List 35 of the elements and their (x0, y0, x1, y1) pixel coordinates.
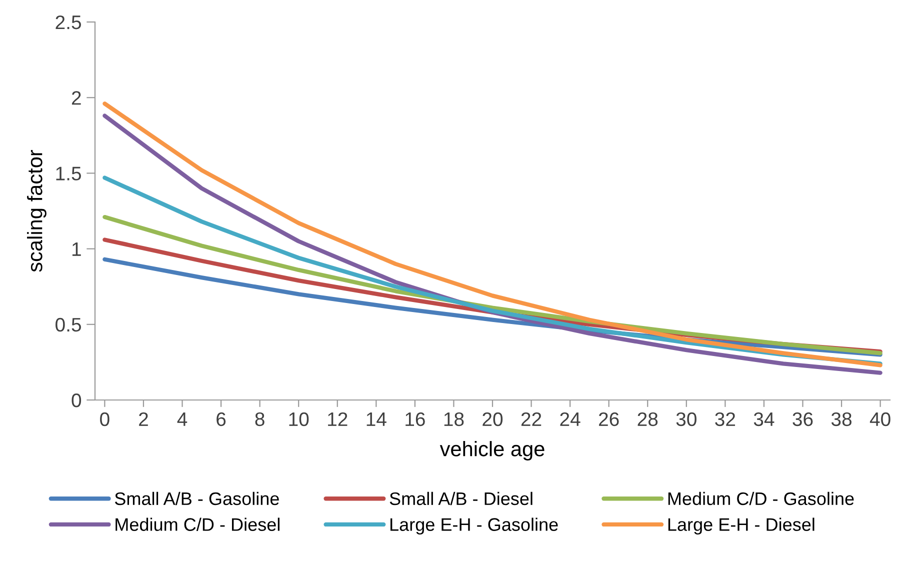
legend-label: Small A/B - Diesel (390, 492, 532, 506)
y-tick-label: 1.5 (56, 166, 81, 180)
x-tick-label: 12 (328, 412, 348, 426)
y-tick-label: 1 (72, 242, 81, 256)
x-tick-label: 2 (139, 412, 148, 426)
x-tick-label: 40 (870, 412, 890, 426)
y-tick-label: 2 (72, 91, 81, 105)
y-tick-label: 0.5 (56, 318, 81, 332)
legend-label: Large E-H - Gasoline (390, 518, 558, 535)
x-tick-label: 22 (521, 412, 542, 426)
x-tick-label: 26 (599, 412, 619, 426)
x-tick-label: 30 (676, 412, 696, 426)
x-tick-label: 10 (289, 412, 309, 426)
x-axis-title: vehicle age (440, 441, 544, 460)
legend-label: Medium C/D - Diesel (116, 518, 280, 531)
x-tick-label: 28 (638, 412, 658, 426)
legend-label: Large E-H - Diesel (668, 518, 814, 535)
x-tick-label: 14 (366, 412, 386, 426)
y-axis-title: scaling factor (27, 150, 46, 272)
x-tick-label: 34 (754, 412, 774, 426)
x-tick-label: 24 (560, 412, 580, 426)
x-tick-label: 18 (444, 412, 464, 426)
x-tick-label: 8 (255, 412, 264, 426)
x-tick-label: 4 (177, 412, 188, 426)
y-tick-label: 2.5 (56, 15, 81, 30)
legend-label: Small A/B - Gasoline (114, 492, 279, 506)
x-tick-label: 20 (482, 412, 503, 426)
x-tick-label: 32 (715, 412, 736, 426)
x-tick-label: 0 (100, 412, 110, 426)
x-tick-label: 16 (406, 412, 425, 426)
x-tick-label: 36 (792, 412, 813, 426)
y-tick-label: 0 (72, 393, 82, 408)
x-tick-label: 6 (216, 412, 226, 426)
x-tick-label: 38 (831, 412, 852, 426)
legend-label: Medium C/D - Gasoline (668, 492, 854, 506)
